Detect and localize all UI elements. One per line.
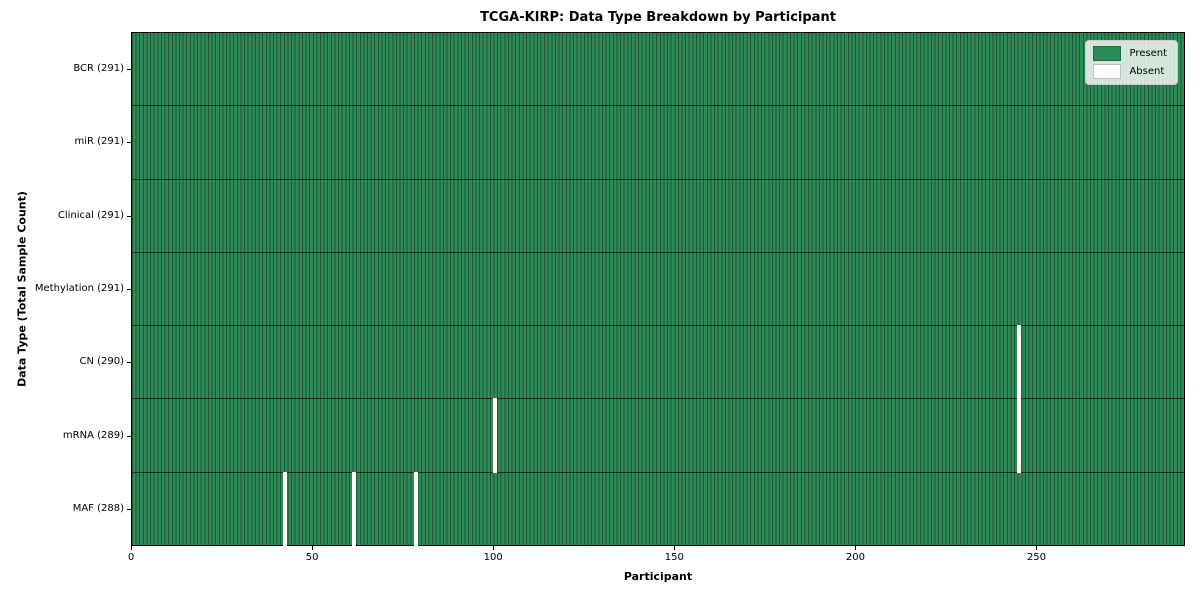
heatmap-row-mir xyxy=(132,106,1184,180)
legend-swatch-absent xyxy=(1093,64,1122,79)
x-tick-label: 250 xyxy=(1026,552,1047,563)
y-tick-mark xyxy=(127,215,131,217)
plot-area: Present Absent xyxy=(131,32,1185,546)
legend-label: Present xyxy=(1129,48,1167,59)
y-tick-mark xyxy=(127,509,131,511)
y-tick-label: Clinical (291) xyxy=(57,209,124,221)
legend-entry: Absent xyxy=(1093,64,1167,79)
absent-cell xyxy=(352,471,357,546)
y-tick-label: Methylation (291) xyxy=(34,283,124,294)
x-tick-label: 100 xyxy=(483,552,503,563)
heatmap-row-bcr xyxy=(132,33,1184,107)
heatmap-row-clinical xyxy=(132,180,1184,253)
x-tick-label: 150 xyxy=(664,552,684,563)
y-tick-mark xyxy=(127,362,131,364)
legend-entry: Present xyxy=(1093,46,1167,61)
y-tick-label: BCR (291) xyxy=(73,62,124,74)
y-tick-mark xyxy=(127,435,131,437)
y-tick-label: miR (291) xyxy=(74,136,124,148)
absent-cell xyxy=(1017,325,1022,400)
x-tick-mark xyxy=(312,546,314,550)
x-tick-mark xyxy=(131,546,132,550)
absent-cell xyxy=(283,471,288,546)
heatmap-row-mrna xyxy=(132,398,1184,473)
absent-cell xyxy=(493,398,498,473)
x-tick-mark xyxy=(493,546,495,550)
x-tick-mark xyxy=(1036,546,1038,550)
y-tick-mark xyxy=(127,289,131,290)
y-tick-mark xyxy=(127,68,131,70)
chart-title: TCGA-KIRP: Data Type Breakdown by Partic… xyxy=(480,10,836,25)
y-tick-label: MAF (288) xyxy=(72,503,124,515)
heatmap-row-methylation xyxy=(132,253,1184,327)
y-tick-label: mRNA (289) xyxy=(62,429,124,441)
legend-label: Absent xyxy=(1129,66,1165,77)
y-tick-mark xyxy=(127,142,131,144)
heatmap-row-maf xyxy=(132,471,1184,546)
legend-swatch-present xyxy=(1093,46,1122,61)
x-tick-label: 200 xyxy=(845,552,865,563)
absent-cell xyxy=(413,471,418,546)
legend: Present Absent xyxy=(1085,40,1178,85)
x-axis-label: Participant xyxy=(623,570,693,583)
heatmap-row-cn xyxy=(132,325,1184,400)
x-tick-label: 0 xyxy=(127,552,135,563)
x-tick-mark xyxy=(674,546,676,550)
x-tick-label: 50 xyxy=(305,552,319,563)
y-tick-label: CN (290) xyxy=(79,356,124,368)
absent-cell xyxy=(1017,398,1022,473)
x-tick-mark xyxy=(855,546,857,550)
